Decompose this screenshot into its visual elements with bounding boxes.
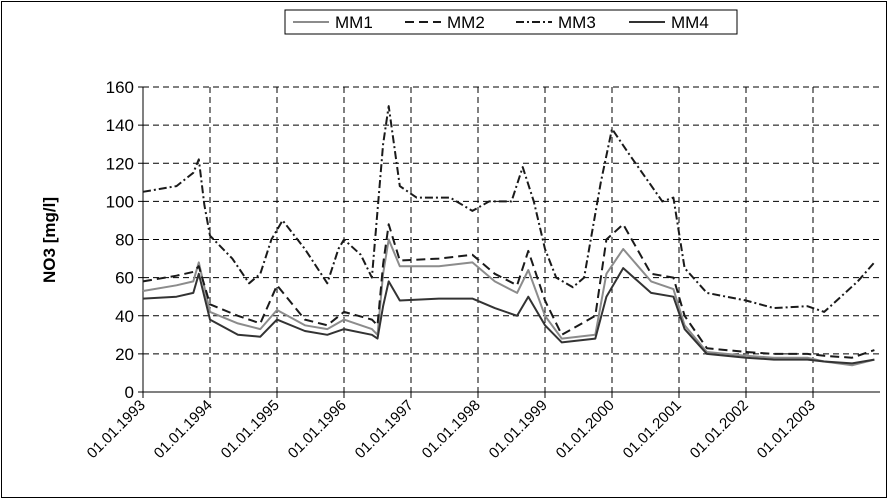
series-line-mm1: [142, 238, 875, 367]
x-tick-label: 01.01.2001: [620, 397, 685, 462]
y-tick-label: 80: [115, 231, 134, 250]
grid-lines: [138, 86, 880, 398]
y-tick-labels: 0 20 40 60 80 100 120 140 160: [106, 78, 134, 402]
y-tick-label: 120: [106, 154, 134, 173]
legend-label-mm4: MM4: [671, 13, 709, 32]
y-tick-label: 20: [115, 345, 134, 364]
x-tick-label: 01.01.1993: [84, 397, 149, 462]
legend-label-mm2: MM2: [447, 13, 485, 32]
axes: [142, 87, 880, 393]
y-tick-label: 0: [125, 383, 134, 402]
y-tick-label: 140: [106, 116, 134, 135]
x-tick-labels: 01.01.1993 01.01.1994 01.01.1995 01.01.1996…: [84, 397, 819, 462]
x-tick-label: 01.01.1996: [285, 397, 350, 462]
x-tick-label: 01.01.2003: [754, 397, 819, 462]
y-axis-label: NO3 [mg/l]: [40, 197, 59, 283]
x-tick-label: 01.01.1994: [151, 397, 216, 462]
legend: MM1 MM2 MM3 MM4: [284, 9, 738, 35]
legend-label-mm1: MM1: [335, 13, 373, 32]
y-tick-label: 40: [115, 307, 134, 326]
legend-label-mm3: MM3: [558, 13, 596, 32]
x-tick-label: 01.01.1998: [419, 397, 484, 462]
y-tick-label: 100: [106, 192, 134, 211]
y-tick-label: 160: [106, 78, 134, 97]
series-line-mm2: [142, 223, 875, 359]
series-line-mm4: [142, 267, 875, 365]
series-line-mm3: [142, 105, 876, 313]
series-lines: [142, 105, 876, 367]
x-tick-label: 01.01.2000: [553, 397, 618, 462]
y-tick-label: 60: [115, 269, 134, 288]
x-tick-label: 01.01.1997: [352, 397, 417, 462]
x-tick-label: 01.01.2002: [687, 397, 752, 462]
x-tick-label: 01.01.1995: [218, 397, 283, 462]
x-tick-label: 01.01.1999: [486, 397, 551, 462]
